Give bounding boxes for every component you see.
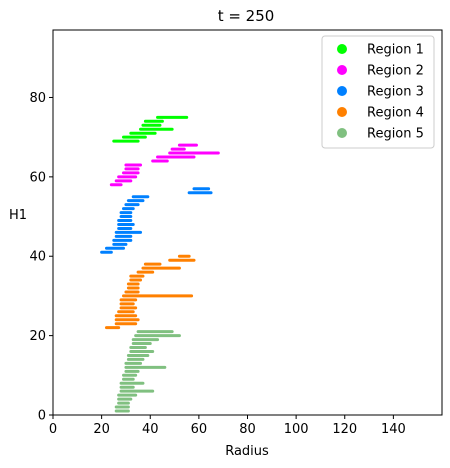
- legend-marker: [337, 86, 347, 96]
- y-tick-label: 40: [29, 250, 46, 265]
- series-region-5: [114, 330, 181, 413]
- y-axis-label: H1: [9, 208, 27, 223]
- x-tick-label: 40: [142, 422, 159, 437]
- legend-label: Region 4: [367, 106, 424, 121]
- legend-box: [321, 35, 435, 149]
- legend-label: Region 1: [367, 43, 424, 58]
- x-tick-label: 80: [239, 422, 256, 437]
- series-region-4: [104, 254, 196, 330]
- legend-label: Region 5: [367, 127, 424, 142]
- y-tick-label: 0: [38, 409, 46, 424]
- x-axis-label: Radius: [225, 444, 269, 459]
- series-region-3: [100, 187, 213, 254]
- x-tick-label: 100: [284, 422, 309, 437]
- y-axis: 0 20 40 60 80: [29, 91, 53, 424]
- y-tick-label: 60: [29, 170, 46, 185]
- legend-marker: [337, 128, 347, 138]
- y-tick-label: 20: [29, 329, 46, 344]
- series-region-1: [112, 115, 189, 143]
- data-layer: [100, 115, 220, 413]
- series-region-2: [109, 143, 220, 187]
- x-tick-label: 20: [93, 422, 110, 437]
- x-tick-label: 0: [49, 422, 57, 437]
- legend-marker: [337, 107, 347, 117]
- y-tick-label: 80: [29, 91, 46, 106]
- legend-marker: [337, 44, 347, 54]
- x-axis: 0 20 40 60 80 100 120 140: [49, 415, 406, 437]
- legend: Region 1 Region 2 Region 3 Region 4 Region 5: [321, 35, 435, 149]
- x-tick-label: 60: [191, 422, 208, 437]
- x-tick-label: 140: [381, 422, 406, 437]
- legend-label: Region 2: [367, 64, 424, 79]
- x-tick-label: 120: [332, 422, 357, 437]
- chart-title: t = 250: [218, 7, 275, 25]
- legend-label: Region 3: [367, 85, 424, 100]
- legend-marker: [337, 65, 347, 75]
